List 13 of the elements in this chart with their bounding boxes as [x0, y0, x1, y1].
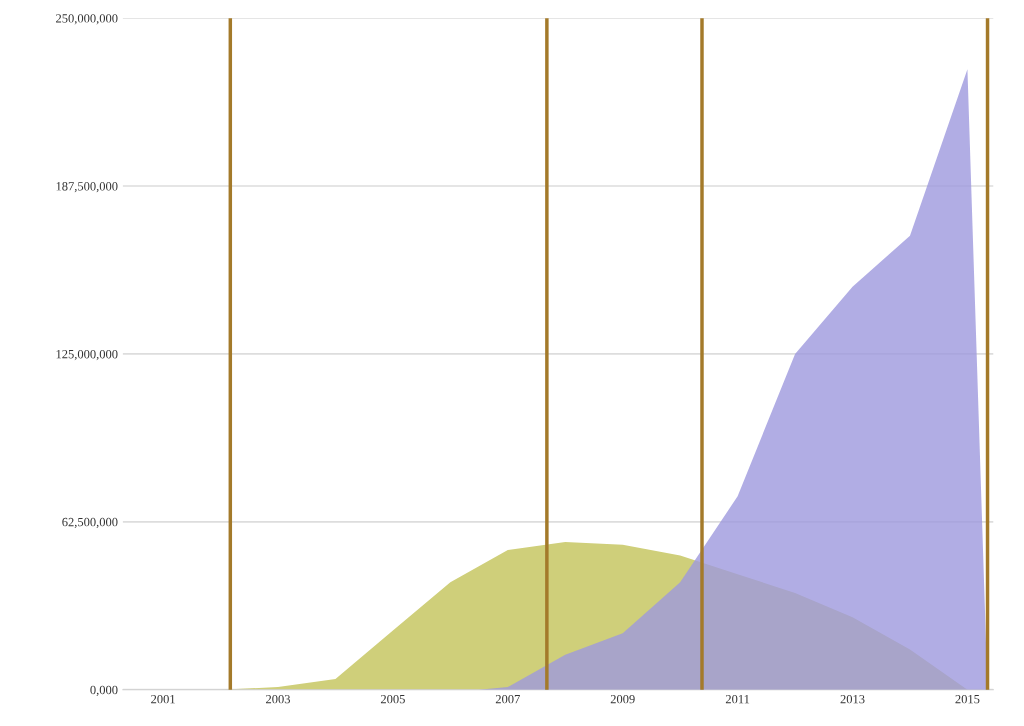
- x-tick-label: 2007: [495, 694, 520, 704]
- x-tick-label: 2003: [266, 694, 291, 704]
- y-tick-label: 187,500,000: [56, 182, 118, 193]
- y-tick-label: 250,000,000: [56, 14, 118, 25]
- y-tick-label: 0,000: [90, 685, 118, 696]
- x-tick-label: 2005: [380, 694, 405, 704]
- x-tick-label: 2015: [955, 694, 980, 704]
- x-tick-label: 2009: [610, 694, 635, 704]
- x-tick-label: 2013: [840, 694, 865, 704]
- x-tick-label: 2001: [151, 694, 175, 704]
- y-tick-label: 62,500,000: [62, 517, 118, 529]
- x-tick-label: 2011: [725, 694, 750, 704]
- y-tick-label: 125,000,000: [56, 349, 118, 361]
